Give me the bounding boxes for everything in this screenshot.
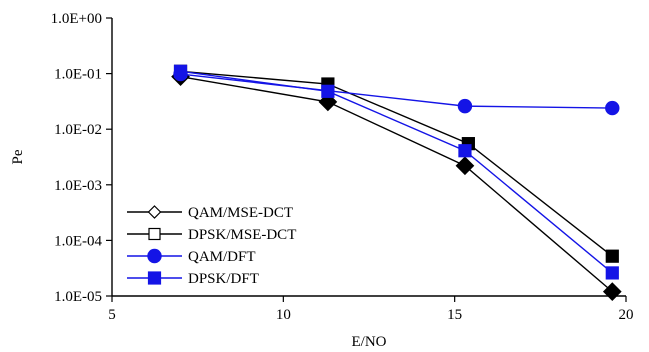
data-point	[458, 99, 472, 113]
legend-item: QAM/DFT	[127, 249, 256, 265]
legend-label: DPSK/DFT	[188, 271, 259, 287]
x-tick-label: 5	[108, 307, 116, 323]
series-line	[181, 74, 613, 108]
data-point	[458, 144, 471, 157]
ticks: 1.0E-05 1.0E-04 1.0E-03 1.0E-02 1.0E-01 1.0E+…	[51, 11, 634, 323]
data-point	[606, 266, 619, 279]
legend-marker	[147, 249, 161, 263]
legend-label: QAM/DFT	[188, 249, 256, 265]
y-axis-title: Pe	[10, 149, 26, 164]
data-point	[321, 85, 334, 98]
legend: QAM/MSE-DCT DPSK/MSE-DCT QAM/DFT DPSK/DFT	[127, 205, 296, 287]
data-point	[605, 101, 619, 115]
x-axis-title: E/NO	[352, 334, 387, 350]
x-tick-label: 10	[276, 307, 291, 323]
y-tick-label: 1.0E-05	[54, 289, 102, 305]
legend-item: QAM/MSE-DCT	[127, 205, 293, 221]
legend-marker	[149, 206, 161, 218]
series-3	[173, 67, 619, 115]
legend-marker	[148, 271, 161, 284]
legend-label: DPSK/MSE-DCT	[188, 227, 296, 243]
series-1	[172, 68, 621, 300]
legend-item: DPSK/DFT	[127, 271, 259, 287]
y-tick-label: 1.0E-04	[54, 233, 102, 249]
y-tick-label: 1.0E-02	[54, 122, 102, 138]
legend-label: QAM/MSE-DCT	[188, 205, 293, 221]
legend-item: DPSK/MSE-DCT	[127, 227, 296, 243]
legend-marker	[149, 229, 160, 240]
y-tick-label: 1.0E-01	[54, 67, 102, 83]
series-4	[174, 65, 619, 280]
data-point	[606, 250, 619, 263]
data-point	[174, 65, 187, 78]
y-tick-label: 1.0E+00	[51, 11, 102, 27]
y-tick-label: 1.0E-03	[54, 178, 102, 194]
x-tick-label: 20	[619, 307, 634, 323]
x-tick-label: 15	[447, 307, 462, 323]
